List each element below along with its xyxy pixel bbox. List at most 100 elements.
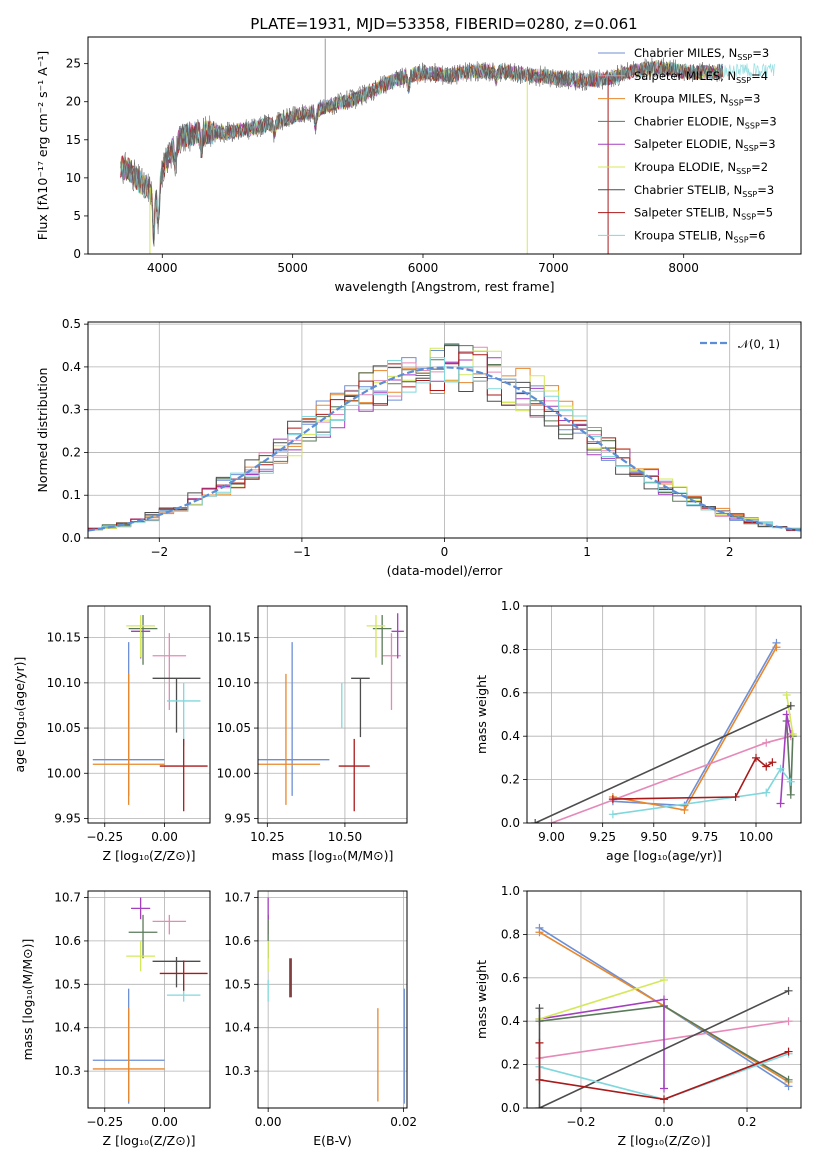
spectrum-line	[120, 61, 724, 244]
y-tick-label: 10.15	[47, 631, 81, 645]
plot-area	[267, 897, 405, 1104]
weight-marker	[786, 790, 795, 799]
legend-label-tail: =6	[749, 228, 766, 242]
y-tick-label: 0.2	[501, 1058, 520, 1072]
y-tick-label: 0.2	[62, 445, 81, 459]
legend-label: Chabrier MILES, NSSP=3	[634, 46, 769, 62]
x-tick-label: −0.25	[86, 830, 123, 844]
weight-marker	[660, 975, 668, 984]
y-tick-label: 0.8	[501, 642, 520, 656]
x-tick-label: 1	[583, 545, 591, 559]
weight-marker	[608, 795, 617, 804]
legend-label: Kroupa STELIB, NSSP=6	[634, 228, 765, 244]
x-tick-label: 4000	[147, 261, 178, 275]
spectrum-line	[120, 60, 724, 245]
weight-marker	[535, 1038, 544, 1047]
y-tick-label: 10.10	[217, 676, 251, 690]
age-vs-mass-panel: 10.25 10.50 9.95 10.00 10.05 10.10 10.15 mass […	[217, 605, 408, 863]
weight-marker	[776, 764, 785, 773]
y-tick-label: 10.05	[47, 721, 81, 735]
y-tick-label: 10.6	[224, 934, 251, 948]
x-tick-label: 7000	[538, 261, 569, 275]
y-tick-label: 10.5	[224, 977, 251, 991]
weight-line	[785, 694, 794, 735]
y-tick-label: 9.95	[54, 811, 81, 825]
x-tick-label: −0.2	[566, 1115, 595, 1129]
weight-marker	[786, 701, 795, 710]
weight-marker	[762, 738, 771, 747]
x-tick-label: 5000	[277, 261, 308, 275]
spectrum-line	[120, 60, 724, 244]
weight-line	[534, 705, 792, 823]
x-axis-label: age [log₁₀(age/yr)]	[606, 848, 722, 863]
weight-marker	[660, 1084, 668, 1093]
y-axis-label: mass weight	[474, 675, 489, 754]
x-tick-label: 2	[726, 545, 734, 559]
spectrum-panel: 4000 5000 6000 7000 8000 0 5 10 15 20 25 wavelength…	[35, 36, 802, 294]
legend-label-tail: =3	[757, 183, 774, 197]
y-tick-label: 10.7	[54, 891, 81, 905]
plot-frame	[87, 605, 211, 824]
plot-area	[88, 343, 801, 532]
plot-frame	[87, 36, 802, 255]
x-axis-label: E(B-V)	[313, 1133, 352, 1148]
legend-label-tail: =2	[751, 160, 768, 174]
y-tick-label: 10.00	[47, 766, 81, 780]
legend-label-tail: =5	[756, 206, 773, 220]
weight-marker	[788, 730, 797, 739]
y-tick-label: 10.3	[224, 1064, 251, 1078]
plot-frame	[526, 605, 802, 824]
weight-line	[538, 1042, 789, 1101]
legend-label-subscript: SSP	[741, 213, 756, 222]
y-tick-label: 10.3	[54, 1064, 81, 1078]
plot-area	[120, 38, 775, 254]
legend-label: Chabrier ELODIE, NSSP=3	[634, 114, 777, 130]
x-tick-label: 0.2	[737, 1115, 756, 1129]
y-tick-label: 0.3	[62, 403, 81, 417]
y-tick-label: 5	[73, 209, 81, 223]
x-axis-label: Z [log₁₀(Z/Z⊙)]	[618, 1133, 711, 1148]
y-tick-label: 0.0	[501, 816, 520, 830]
spectrum-line	[120, 60, 724, 233]
weight-marker	[762, 762, 771, 771]
x-tick-label: −1	[293, 545, 311, 559]
y-tick-label: 10.00	[217, 766, 251, 780]
x-tick-label: 9.00	[538, 830, 565, 844]
spectrum-line	[120, 60, 724, 241]
plot-frame	[87, 321, 802, 539]
weight-marker	[786, 777, 795, 786]
weight-marker	[731, 792, 740, 801]
weight-line	[539, 979, 665, 1020]
weight-marker	[535, 1004, 544, 1013]
y-tick-label: 10.5	[54, 977, 81, 991]
y-tick-label: 15	[66, 133, 81, 147]
x-tick-label: 0.02	[390, 1115, 417, 1129]
y-tick-label: 0.0	[62, 531, 81, 545]
y-axis-label: mass weight	[474, 960, 489, 1039]
weight-line	[612, 756, 773, 800]
weight-vs-age-panel: 9.00 9.25 9.50 9.75 10.00 0.0 0.2 0.4 0.6 0.8 1.0 a…	[474, 599, 802, 863]
y-tick-label: 10.7	[224, 891, 251, 905]
y-tick-label: 10.4	[224, 1021, 251, 1035]
weight-marker	[535, 1075, 544, 1084]
y-tick-label: 10.10	[47, 676, 81, 690]
weight-marker	[762, 788, 771, 797]
spectrum-line	[120, 60, 724, 243]
y-tick-label: 20	[66, 95, 81, 109]
y-tick-label: 10.4	[54, 1021, 81, 1035]
observed-spectrum-line	[120, 57, 724, 247]
weight-marker	[535, 928, 544, 937]
plot-frame	[87, 890, 211, 1109]
y-tick-label: 9.95	[224, 811, 251, 825]
y-tick-label: 10.15	[217, 631, 251, 645]
y-tick-label: 10.6	[54, 934, 81, 948]
x-axis-label: (data-model)/error	[387, 563, 504, 578]
y-axis-label: mass [log₁₀(M/M⊙)]	[20, 939, 35, 1061]
weight-marker	[535, 1104, 544, 1108]
y-tick-label: 0.8	[501, 927, 520, 941]
x-tick-label: 9.50	[640, 830, 667, 844]
y-tick-label: 0.1	[62, 488, 81, 502]
legend-label-tail: =4	[751, 69, 768, 83]
residual-legend: 𝒩(0, 1)	[700, 337, 780, 351]
x-tick-label: 9.75	[692, 830, 719, 844]
